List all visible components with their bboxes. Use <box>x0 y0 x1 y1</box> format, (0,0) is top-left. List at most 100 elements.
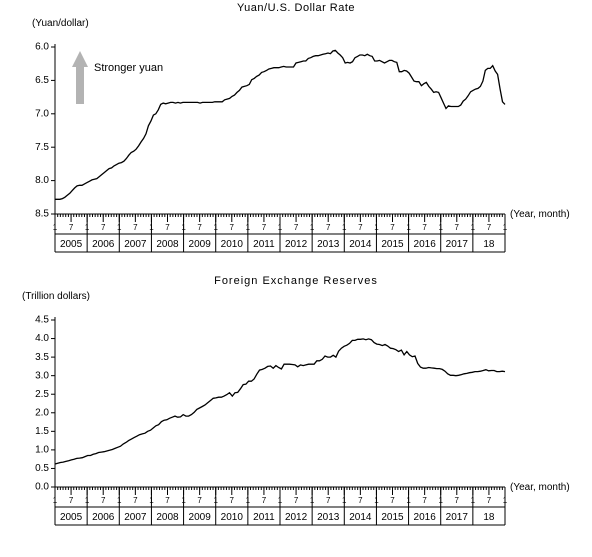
svg-text:1: 1 <box>342 496 347 505</box>
svg-text:7: 7 <box>422 496 427 505</box>
chart1-plot: 6.06.57.07.58.08.51717171717171717171717… <box>0 14 592 274</box>
svg-text:1: 1 <box>503 223 508 232</box>
chart1-title: Yuan/U.S. Dollar Rate <box>0 0 592 14</box>
svg-text:2008: 2008 <box>156 239 179 250</box>
svg-text:7: 7 <box>262 223 267 232</box>
chart2-title: Foreign Exchange Reserves <box>0 273 592 287</box>
svg-text:1: 1 <box>374 496 379 505</box>
svg-text:2017: 2017 <box>446 512 469 523</box>
svg-text:1: 1 <box>117 496 122 505</box>
svg-text:2012: 2012 <box>285 512 308 523</box>
svg-text:2010: 2010 <box>221 512 244 523</box>
svg-text:1: 1 <box>406 223 411 232</box>
svg-text:7: 7 <box>165 496 170 505</box>
svg-text:1: 1 <box>406 496 411 505</box>
svg-text:2014: 2014 <box>349 512 372 523</box>
svg-text:1: 1 <box>181 223 186 232</box>
svg-text:1: 1 <box>310 223 315 232</box>
svg-text:7: 7 <box>101 496 106 505</box>
svg-text:7: 7 <box>197 223 202 232</box>
svg-text:1: 1 <box>503 496 508 505</box>
svg-text:1: 1 <box>85 496 90 505</box>
svg-text:2007: 2007 <box>124 512 147 523</box>
svg-text:7.5: 7.5 <box>35 142 49 153</box>
svg-text:7: 7 <box>133 223 138 232</box>
svg-text:2.5: 2.5 <box>35 389 49 400</box>
svg-text:1: 1 <box>438 496 443 505</box>
svg-text:8.5: 8.5 <box>35 209 49 220</box>
svg-text:1: 1 <box>213 496 218 505</box>
svg-text:7: 7 <box>326 496 331 505</box>
svg-text:7: 7 <box>262 496 267 505</box>
svg-text:2016: 2016 <box>414 512 437 523</box>
svg-text:18: 18 <box>483 512 495 523</box>
chart2-plot: 0.00.51.01.52.02.53.03.54.04.51717171717… <box>0 287 592 557</box>
svg-text:1: 1 <box>53 223 58 232</box>
svg-text:0.0: 0.0 <box>35 482 49 493</box>
svg-text:1: 1 <box>310 496 315 505</box>
svg-text:1: 1 <box>246 223 251 232</box>
svg-text:2013: 2013 <box>317 512 340 523</box>
svg-text:7.0: 7.0 <box>35 108 49 119</box>
svg-text:7: 7 <box>455 223 460 232</box>
svg-text:2005: 2005 <box>60 512 83 523</box>
svg-text:7: 7 <box>390 223 395 232</box>
svg-text:1: 1 <box>213 223 218 232</box>
svg-text:2006: 2006 <box>92 239 115 250</box>
svg-text:7: 7 <box>69 496 74 505</box>
svg-text:7: 7 <box>358 496 363 505</box>
svg-text:2012: 2012 <box>285 239 308 250</box>
svg-text:7: 7 <box>455 496 460 505</box>
svg-text:7: 7 <box>294 496 299 505</box>
svg-text:1.0: 1.0 <box>35 445 49 456</box>
svg-text:7: 7 <box>197 496 202 505</box>
svg-text:2015: 2015 <box>381 512 404 523</box>
svg-text:0.5: 0.5 <box>35 463 49 474</box>
svg-text:2006: 2006 <box>92 512 115 523</box>
svg-text:1: 1 <box>438 223 443 232</box>
svg-text:2.0: 2.0 <box>35 407 49 418</box>
svg-text:1: 1 <box>342 223 347 232</box>
svg-text:2009: 2009 <box>189 239 212 250</box>
svg-text:1: 1 <box>471 496 476 505</box>
svg-text:1: 1 <box>374 223 379 232</box>
svg-text:1: 1 <box>246 496 251 505</box>
svg-text:7: 7 <box>230 496 235 505</box>
svg-text:7: 7 <box>294 223 299 232</box>
svg-text:7: 7 <box>487 223 492 232</box>
svg-text:7: 7 <box>422 223 427 232</box>
svg-text:1: 1 <box>85 223 90 232</box>
svg-text:2017: 2017 <box>446 239 469 250</box>
svg-text:7: 7 <box>390 496 395 505</box>
svg-text:8.0: 8.0 <box>35 175 49 186</box>
chart2-y-unit: (Trillion dollars) <box>22 291 90 302</box>
svg-text:2011: 2011 <box>253 239 275 250</box>
svg-text:2011: 2011 <box>253 512 275 523</box>
svg-text:2013: 2013 <box>317 239 340 250</box>
chart1-y-unit: (Yuan/dollar) <box>32 18 89 29</box>
svg-text:2010: 2010 <box>221 239 244 250</box>
svg-text:18: 18 <box>483 239 495 250</box>
svg-text:7: 7 <box>487 496 492 505</box>
svg-text:4.0: 4.0 <box>35 333 49 344</box>
svg-text:1: 1 <box>149 496 154 505</box>
svg-text:7: 7 <box>326 223 331 232</box>
svg-text:4.5: 4.5 <box>35 315 49 326</box>
svg-text:1: 1 <box>181 496 186 505</box>
svg-text:7: 7 <box>230 223 235 232</box>
svg-text:2015: 2015 <box>381 239 404 250</box>
svg-text:2005: 2005 <box>60 239 83 250</box>
svg-text:2016: 2016 <box>414 239 437 250</box>
svg-text:2014: 2014 <box>349 239 372 250</box>
svg-text:6.5: 6.5 <box>35 75 49 86</box>
svg-text:1: 1 <box>117 223 122 232</box>
svg-text:1.5: 1.5 <box>35 426 49 437</box>
svg-text:1: 1 <box>278 496 283 505</box>
svg-text:1: 1 <box>278 223 283 232</box>
svg-text:3.5: 3.5 <box>35 352 49 363</box>
svg-text:2008: 2008 <box>156 512 179 523</box>
chart1-x-unit: (Year, month) <box>510 209 570 220</box>
svg-text:7: 7 <box>165 223 170 232</box>
svg-text:2009: 2009 <box>189 512 212 523</box>
svg-text:7: 7 <box>101 223 106 232</box>
